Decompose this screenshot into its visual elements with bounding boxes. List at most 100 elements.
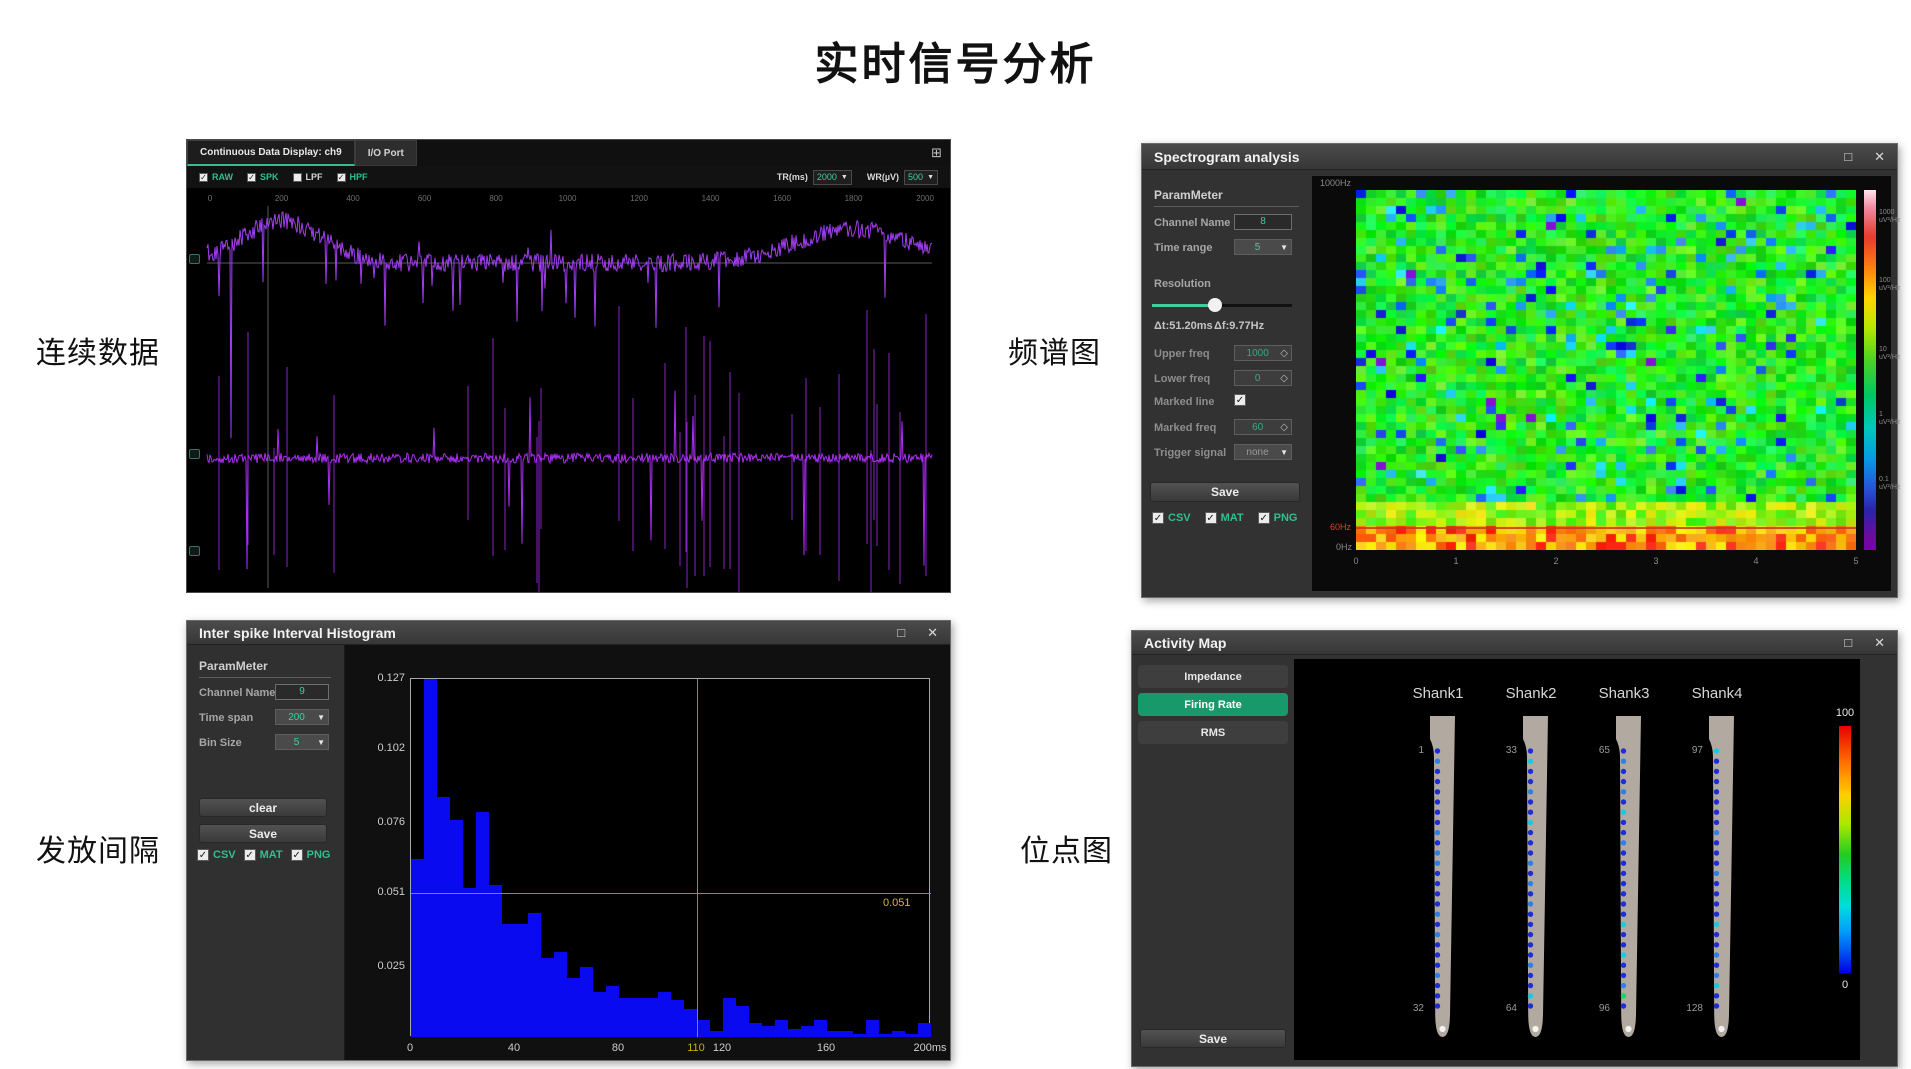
spectrogram-heatmap[interactable] — [1356, 190, 1856, 550]
isi-bar — [775, 1020, 788, 1037]
electrode-dot — [1434, 1003, 1441, 1009]
checkbox-csv[interactable]: ✓ — [1152, 512, 1164, 524]
checkbox-lpf[interactable]: ✓ — [292, 172, 302, 182]
mode-button-rms[interactable]: RMS — [1138, 721, 1288, 744]
spectrogram-save-button[interactable]: Save — [1150, 482, 1300, 502]
lower-freq-spinner[interactable]: 0 ◇ — [1234, 370, 1292, 386]
electrode-dot — [1620, 880, 1627, 887]
spectrogram-display: 1000Hz 60Hz 0Hz 0 1 2 3 4 5 1000 uV²/Hz 100 uV… — [1312, 176, 1900, 591]
mode-button-firing-rate[interactable]: Firing Rate — [1138, 693, 1288, 716]
slider-thumb[interactable] — [1208, 298, 1222, 312]
checkbox-mat[interactable]: ✓ — [1204, 512, 1217, 524]
channel-marker[interactable] — [189, 449, 200, 459]
marked-freq-axis-label: 60Hz — [1330, 522, 1352, 532]
time-range-select[interactable]: 5 ▼ — [1234, 239, 1292, 255]
isi-export-csv[interactable]: ✓ CSV — [197, 849, 236, 861]
isi-export-mat[interactable]: ✓ MAT — [243, 849, 283, 861]
isi-timespan-select[interactable]: 200 ▼ — [275, 709, 329, 725]
filter-checkbox-group: ✓RAW ✓SPK ✓LPF ✓HPF — [199, 172, 368, 182]
checkbox-hpf[interactable]: ✓ — [336, 172, 346, 182]
isi-save-button[interactable]: Save — [199, 824, 327, 843]
marked-line-checkbox[interactable]: ✓ — [1234, 394, 1246, 406]
spectrogram-export-png[interactable]: ✓ PNG — [1257, 512, 1297, 524]
maximize-icon[interactable]: □ — [897, 624, 906, 640]
shank-1[interactable] — [1403, 715, 1463, 1045]
isi-param-panel: ParamMeter Channel Name 9 Time span 200 … — [187, 645, 345, 1060]
trigger-signal-value: none — [1246, 446, 1269, 458]
crosshair-horizontal[interactable] — [411, 893, 931, 894]
electrode-dot — [1713, 778, 1720, 785]
isi-y-tick: 0.076 — [377, 816, 405, 828]
electrode-dot — [1434, 758, 1441, 764]
checkbox-csv[interactable]: ✓ — [197, 849, 209, 861]
electrode-dot — [1713, 860, 1720, 866]
spectrogram-time-tick: 2 — [1553, 556, 1559, 566]
channel-marker[interactable] — [189, 254, 200, 264]
isi-bar — [827, 1031, 840, 1037]
tr-select[interactable]: 2000 ▼ — [812, 169, 852, 185]
waveform-trace-top — [206, 211, 933, 439]
isi-export-png[interactable]: ✓ PNG — [290, 849, 330, 861]
mode-button-impedance[interactable]: Impedance — [1138, 665, 1288, 688]
close-icon[interactable]: ✕ — [1874, 634, 1885, 650]
shank-3[interactable] — [1589, 715, 1649, 1045]
waveform-plot[interactable]: 0 200 400 600 800 1000 1200 1400 1600 1800 2000 — [187, 188, 950, 592]
checkbox-spk[interactable]: ✓ — [247, 172, 256, 182]
marked-freq-spinner[interactable]: 60 ◇ — [1234, 419, 1292, 435]
filter-raw[interactable]: ✓ RAW — [199, 172, 233, 182]
isi-bar — [879, 1034, 892, 1037]
spinner-arrows-icon: ◇ — [1280, 347, 1288, 359]
upper-freq-spinner[interactable]: 1000 ◇ — [1234, 345, 1292, 361]
resolution-slider[interactable] — [1152, 298, 1292, 312]
isi-x-tick: 200ms — [913, 1042, 947, 1054]
channel-name-input[interactable]: 8 — [1234, 214, 1292, 230]
waveform-traces — [206, 206, 933, 592]
tr-value: 2000 — [816, 172, 837, 182]
isi-plot[interactable]: 0.051 — [410, 678, 931, 1037]
layout-grid-icon[interactable]: ⊞ — [931, 145, 942, 160]
isi-bar — [437, 797, 450, 1037]
checkbox-png[interactable]: ✓ — [1257, 512, 1270, 524]
isi-binsize-select[interactable]: 5 ▼ — [275, 734, 329, 750]
crosshair-vertical[interactable] — [697, 679, 698, 1037]
electrode-dot — [1620, 758, 1627, 764]
filter-hpf[interactable]: ✓ HPF — [336, 172, 368, 182]
close-icon[interactable]: ✕ — [927, 624, 938, 640]
time-tick: 1200 — [630, 194, 648, 203]
electrode-dot — [1434, 850, 1441, 856]
close-icon[interactable]: ✕ — [1874, 148, 1885, 164]
maximize-icon[interactable]: □ — [1844, 634, 1853, 650]
checkbox-raw[interactable]: ✓ — [199, 172, 208, 182]
tab-continuous-data-display[interactable]: Continuous Data Display: ch9 — [187, 140, 355, 166]
wr-select[interactable]: 500 ▼ — [904, 169, 938, 185]
spectrogram-export-csv[interactable]: ✓ CSV — [1152, 512, 1191, 524]
shank-4[interactable] — [1682, 715, 1742, 1045]
maximize-icon[interactable]: □ — [1844, 148, 1853, 164]
shank-tip-dot — [1439, 1025, 1446, 1033]
shank-2[interactable] — [1496, 715, 1556, 1045]
activity-window-title: Activity Map — [1144, 634, 1227, 651]
electrode-dot — [1434, 962, 1441, 968]
marked-frequency-line[interactable] — [1356, 527, 1856, 529]
electrode-number-bottom: 128 — [1686, 1003, 1703, 1014]
electrode-dot — [1620, 768, 1627, 775]
filter-spk[interactable]: ✓ SPK — [247, 172, 279, 182]
lower-freq-label: Lower freq — [1154, 373, 1211, 385]
isi-bar — [762, 1025, 775, 1037]
isi-channel-input[interactable]: 9 — [275, 684, 329, 700]
trigger-signal-select[interactable]: none ▼ — [1234, 444, 1292, 460]
isi-clear-button[interactable]: clear — [199, 798, 327, 817]
activity-save-button[interactable]: Save — [1140, 1029, 1286, 1048]
isi-bar — [684, 1008, 697, 1037]
checkbox-png[interactable]: ✓ — [290, 849, 303, 861]
checkbox-mat[interactable]: ✓ — [243, 849, 256, 861]
electrode-dot — [1527, 952, 1534, 958]
filter-lpf[interactable]: ✓LPF — [292, 172, 323, 182]
spectrogram-export-mat[interactable]: ✓ MAT — [1204, 512, 1244, 524]
electrode-dot — [1713, 748, 1720, 754]
channel-marker[interactable] — [189, 546, 200, 556]
tab-io-port[interactable]: I/O Port — [354, 140, 417, 166]
isi-x-tick-crosshair: 110 — [687, 1042, 705, 1054]
isi-bar — [736, 1006, 749, 1037]
chevron-down-icon: ▼ — [317, 712, 325, 722]
